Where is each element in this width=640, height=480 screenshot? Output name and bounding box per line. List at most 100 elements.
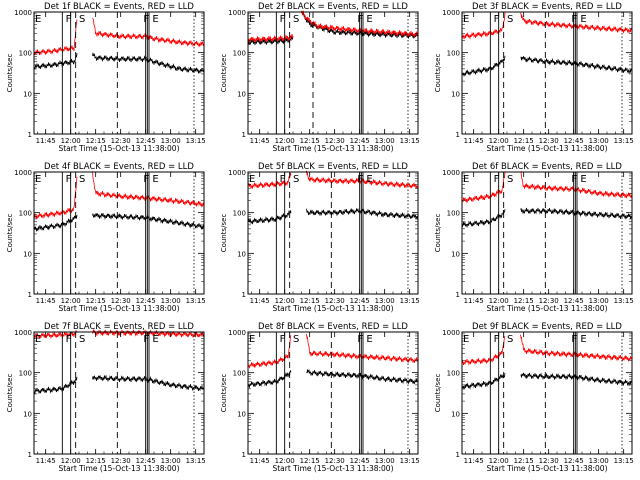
x-tick-label: 11:45 <box>464 457 484 465</box>
y-tick-label: 10 <box>237 410 246 418</box>
y-tick-label: 100 <box>447 210 460 218</box>
plot-frame <box>461 11 633 135</box>
region-label: E <box>152 334 158 345</box>
region-label: F <box>494 334 500 345</box>
x-tick-label: 11:45 <box>250 297 270 305</box>
x-tick-label: 13:00 <box>161 137 181 145</box>
region-label: F <box>571 174 577 185</box>
series-line-lld <box>33 328 205 340</box>
region-label: S <box>507 174 513 185</box>
y-tick-label: 100 <box>447 370 460 378</box>
region-label: E <box>249 334 255 345</box>
y-tick-label: 1000 <box>228 9 246 17</box>
panel-title: Det 4f BLACK = Events, RED = LLD <box>44 162 194 172</box>
series-line-lld <box>247 10 419 43</box>
x-tick-label: 12:45 <box>136 137 156 145</box>
x-tick-label: 12:15 <box>86 137 106 145</box>
x-tick-label: 13:00 <box>589 297 609 305</box>
x-tick-label: 13:15 <box>400 137 420 145</box>
x-tick-label: 11:45 <box>36 137 56 145</box>
y-tick-label: 10 <box>451 410 460 418</box>
region-label: E <box>35 334 41 345</box>
x-tick-label: 12:15 <box>300 297 320 305</box>
series-line-lld <box>247 170 419 189</box>
y-tick-label: 100 <box>447 50 460 58</box>
x-tick-label: 13:00 <box>589 137 609 145</box>
x-tick-label: 11:45 <box>250 137 270 145</box>
x-tick-label: 12:45 <box>136 457 156 465</box>
y-axis-title: Counts/sec <box>220 54 228 93</box>
series-line-events <box>461 55 633 77</box>
x-tick-label: 13:15 <box>614 457 634 465</box>
y-tick-label: 1 <box>28 451 32 459</box>
region-label: E <box>366 174 372 185</box>
panel-title: Det 6f BLACK = Events, RED = LLD <box>472 162 622 172</box>
region-label: F <box>280 334 286 345</box>
x-tick-label: 12:00 <box>275 137 295 145</box>
region-label: F <box>494 174 500 185</box>
region-label: E <box>249 14 255 25</box>
x-tick-label: 13:15 <box>400 297 420 305</box>
x-axis-title: Start Time (15-Oct-13 11:38:00) <box>486 464 607 473</box>
plot-frame <box>247 11 419 135</box>
region-label: E <box>580 14 586 25</box>
x-tick-label: 12:00 <box>61 457 81 465</box>
y-tick-label: 100 <box>233 210 246 218</box>
region-label: F <box>280 14 286 25</box>
region-label: E <box>463 334 469 345</box>
x-tick-label: 13:00 <box>375 297 395 305</box>
x-tick-label: 13:15 <box>186 297 206 305</box>
region-label: S <box>507 14 513 25</box>
y-axis-title: Counts/sec <box>434 374 442 413</box>
y-axis-title: Counts/sec <box>220 214 228 253</box>
region-label: F <box>143 14 149 25</box>
series-line-lld <box>247 333 419 369</box>
x-tick-label: 13:00 <box>375 137 395 145</box>
region-label: S <box>79 14 85 25</box>
plot-frame <box>247 331 419 455</box>
region-label: F <box>357 174 363 185</box>
y-tick-label: 1000 <box>14 169 32 177</box>
x-tick-label: 12:30 <box>325 297 345 305</box>
region-label: E <box>249 174 255 185</box>
region-label: F <box>66 14 72 25</box>
x-tick-label: 12:15 <box>514 137 534 145</box>
x-axis-title: Start Time (15-Oct-13 11:38:00) <box>58 464 179 473</box>
region-label: E <box>35 14 41 25</box>
y-axis-title: Counts/sec <box>6 374 14 413</box>
y-tick-label: 100 <box>19 210 32 218</box>
x-tick-label: 12:30 <box>539 457 559 465</box>
plot-frame <box>461 331 633 455</box>
x-tick-label: 12:15 <box>514 297 534 305</box>
x-tick-label: 12:00 <box>61 137 81 145</box>
x-tick-label: 11:45 <box>36 457 56 465</box>
y-tick-label: 10 <box>23 410 32 418</box>
x-axis-title: Start Time (15-Oct-13 11:38:00) <box>272 464 393 473</box>
x-tick-label: 11:45 <box>464 137 484 145</box>
plot-frame <box>247 171 419 295</box>
plot-frame <box>33 331 205 455</box>
y-tick-label: 1 <box>242 131 246 139</box>
y-tick-label: 1 <box>242 291 246 299</box>
x-tick-label: 11:45 <box>36 297 56 305</box>
x-tick-label: 13:15 <box>186 457 206 465</box>
series-line-events <box>247 369 419 389</box>
x-tick-label: 12:30 <box>539 137 559 145</box>
x-tick-label: 12:45 <box>350 137 370 145</box>
x-axis-title: Start Time (15-Oct-13 11:38:00) <box>486 144 607 153</box>
x-tick-label: 13:15 <box>400 457 420 465</box>
x-tick-label: 12:15 <box>86 297 106 305</box>
region-label: F <box>494 14 500 25</box>
x-tick-label: 12:00 <box>489 137 509 145</box>
x-tick-label: 12:45 <box>564 457 584 465</box>
x-tick-label: 12:00 <box>275 457 295 465</box>
region-label: E <box>580 334 586 345</box>
